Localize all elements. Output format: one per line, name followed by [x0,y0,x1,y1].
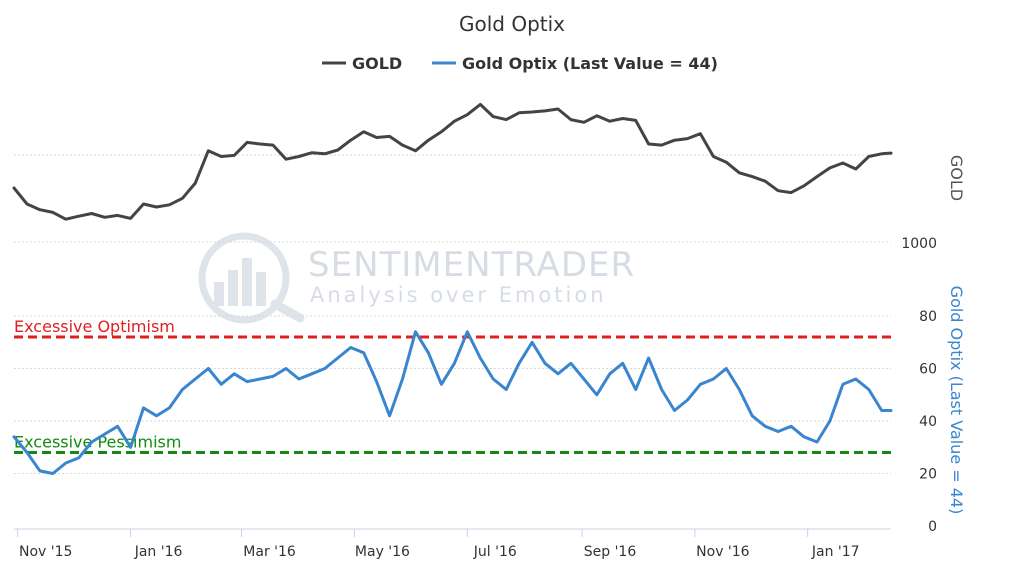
optix-tick-label: 80 [919,309,937,325]
band-label-1: Excessive Pessimism [14,433,181,452]
watermark: SENTIMENTRADER Analysis over Emotion [198,232,635,324]
gold-tick-label: 1000 [901,236,937,252]
optix-tick-label: 20 [919,467,937,483]
x-tick-label: Nov '16 [696,544,750,560]
watermark-bar-icon [214,282,224,306]
x-tick-label: Sep '16 [584,544,637,560]
threshold-bands: Excessive Optimism Excessive Pessimism [14,317,891,454]
watermark-line1: SENTIMENTRADER [308,245,635,285]
optix-tick-label: 60 [919,362,937,378]
x-tick-label: Jan '17 [811,544,860,560]
optix-tick-label: 0 [928,519,937,535]
x-tick-label: Mar '16 [243,544,296,560]
series-lines [12,102,893,475]
legend[interactable]: GOLD Gold Optix (Last Value = 44) [322,54,718,73]
x-tick-label: Jul '16 [473,544,517,560]
legend-gold-label[interactable]: GOLD [352,54,402,73]
watermark-logo-icon [198,232,290,324]
x-tick-label: May '16 [355,544,410,560]
x-tick-label: Jan '16 [134,544,183,560]
grid-lines [14,154,891,474]
watermark-bar-icon [256,272,266,306]
optix-tick-label: 40 [919,414,937,430]
watermark-bar-icon [242,258,252,306]
gold-series-line[interactable] [12,102,893,221]
axes: 1000 0 20 40 60 80 Nov '15 Jan '16 Mar '16 May '1… [14,236,937,560]
band-label-0: Excessive Optimism [14,317,175,336]
x-tick-label: Nov '15 [19,544,72,560]
watermark-line2: Analysis over Emotion [310,283,607,307]
optix-axis-title: Gold Optix (Last Value = 44) [947,286,966,515]
watermark-bar-icon [228,270,238,306]
legend-optix-label[interactable]: Gold Optix (Last Value = 44) [462,54,718,73]
optix-series-line[interactable] [12,330,893,475]
chart-title: Gold Optix [459,12,565,36]
gold-axis-title: GOLD [947,155,966,201]
